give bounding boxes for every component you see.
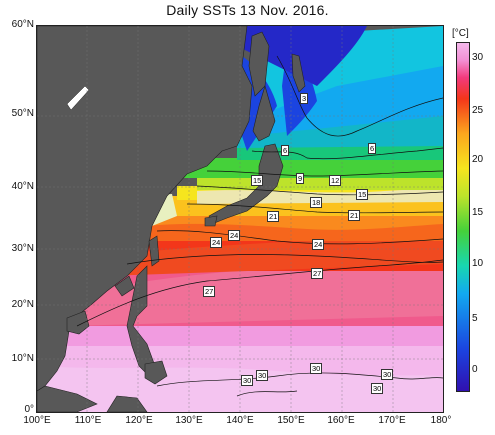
contour-label: 12 xyxy=(329,175,342,186)
contour-label: 18 xyxy=(310,197,323,208)
colorbar-tick-20: 20 xyxy=(472,154,484,165)
island-shape xyxy=(66,85,90,111)
lat-label-50n: 50°N xyxy=(11,108,34,119)
lat-label-40n: 40°N xyxy=(11,181,34,192)
colorbar-tick-0: 0 xyxy=(472,364,478,375)
contour-label: 30 xyxy=(241,375,254,386)
lon-label-140e: 140°E xyxy=(226,415,254,426)
contour-label: 24 xyxy=(312,239,325,250)
contour-label: 6 xyxy=(281,145,290,156)
colorbar xyxy=(456,42,470,392)
colorbar-tick-15: 15 xyxy=(472,207,484,218)
lon-label-120e: 120°E xyxy=(125,415,153,426)
isotherm-lines xyxy=(76,55,443,397)
lat-label-30n: 30°N xyxy=(11,243,34,254)
lon-label-180: 180° xyxy=(430,415,452,426)
contour-label: 30 xyxy=(310,363,323,374)
contour-label: 21 xyxy=(267,211,280,222)
contour-label: 15 xyxy=(356,189,369,200)
land-masses xyxy=(37,26,306,412)
contour-label: 6 xyxy=(368,143,377,154)
contour-label: 27 xyxy=(203,286,216,297)
lat-label-20n: 20°N xyxy=(11,299,34,310)
lon-label-170e: 170°E xyxy=(378,415,406,426)
contour-label: 27 xyxy=(311,268,324,279)
colorbar-unit: [°C] xyxy=(452,28,469,39)
lat-label-60n: 60°N xyxy=(11,19,34,30)
lat-label-10n: 10°N xyxy=(11,353,34,364)
sst-map-svg xyxy=(37,26,443,412)
contour-label: 21 xyxy=(348,210,361,221)
lon-label-150e: 150°E xyxy=(277,415,305,426)
colorbar-tick-10: 10 xyxy=(472,258,484,269)
grid-lines xyxy=(37,26,443,412)
lon-label-160e: 160°E xyxy=(327,415,355,426)
contour-label: 24 xyxy=(210,237,223,248)
sst-map: 3 6 6 9 12 15 15 18 21 21 24 24 24 27 27… xyxy=(36,25,444,413)
contour-label: 30 xyxy=(381,369,394,380)
colorbar-tick-25: 25 xyxy=(472,105,484,116)
lat-label-0: 0° xyxy=(24,404,34,415)
lon-label-100e: 100°E xyxy=(23,415,51,426)
chart-title: Daily SSTs 13 Nov. 2016. xyxy=(166,2,329,18)
lon-label-130e: 130°E xyxy=(175,415,203,426)
contour-label: 30 xyxy=(256,370,269,381)
colorbar-tick-5: 5 xyxy=(472,313,478,324)
contour-label: 9 xyxy=(296,173,305,184)
contour-label: 24 xyxy=(228,230,241,241)
lon-label-110e: 110°E xyxy=(74,415,102,426)
contour-label: 30 xyxy=(371,383,384,394)
colorbar-tick-30: 30 xyxy=(472,52,484,63)
contour-label: 15 xyxy=(251,175,264,186)
contour-label: 3 xyxy=(300,93,309,104)
